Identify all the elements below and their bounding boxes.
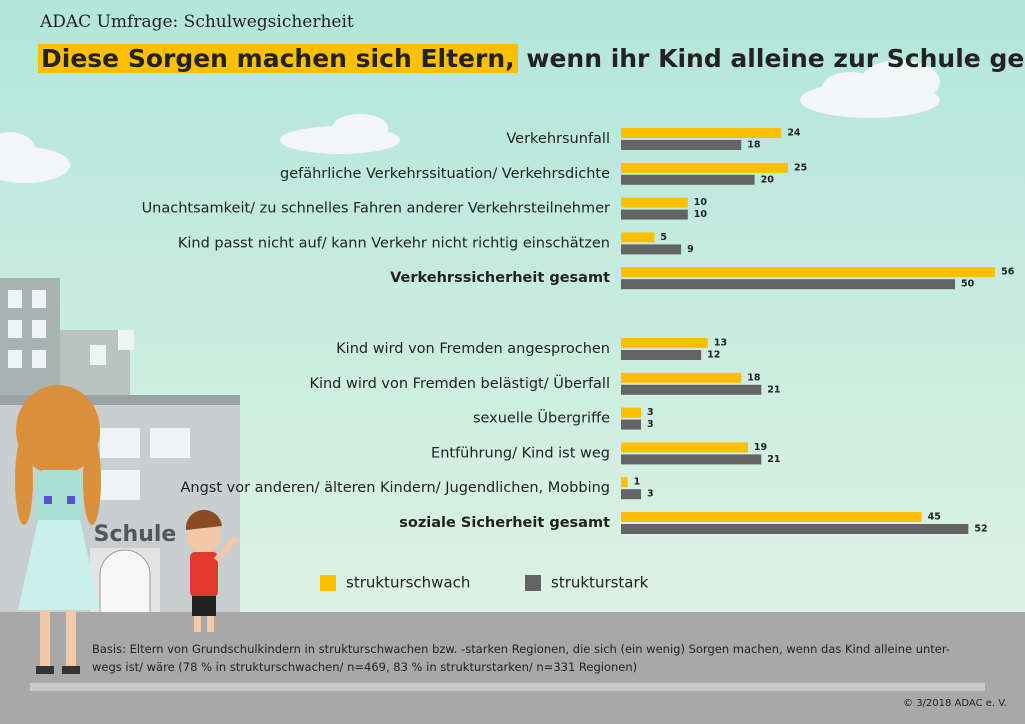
value-label: 10 [694,209,708,220]
title: Diese Sorgen machen sich Eltern, wenn ih… [38,44,1025,73]
bar [621,209,688,220]
value-label: 19 [754,442,767,453]
footnote: Basis: Eltern von Grundschulkindern in s… [92,640,950,676]
category-label: sexuelle Übergriffe [473,409,610,427]
bar [621,279,955,290]
category-label: Verkehrsunfall [506,131,610,147]
building-sign: Schule [94,522,177,547]
legend-swatch [525,575,541,591]
value-label: 9 [687,244,694,255]
bar [621,338,708,348]
bar [621,477,628,488]
bar [621,162,788,173]
footnote-line: wegs ist/ wäre (78 % in strukturschwache… [92,660,638,674]
category-label: Unachtsamkeit/ zu schnelles Fahren ander… [142,201,610,217]
legend-label: strukturstark [551,574,649,592]
value-label: 3 [647,419,654,430]
value-label: 3 [647,489,654,500]
value-label: 3 [647,407,654,418]
clouds [0,60,940,183]
bar [621,174,755,185]
legend-label: strukturschwach [346,574,470,592]
category-label: Verkehrssicherheit gesamt [390,270,610,286]
category-label: soziale Sicherheit gesamt [399,515,610,531]
bar [621,372,742,383]
supertitle: ADAC Umfrage: Schulwegsicherheit [40,12,354,32]
bar [621,384,762,395]
bar [621,128,782,138]
value-label: 56 [1001,267,1015,278]
title-rest: wenn ihr Kind alleine zur Schule geht [526,44,1025,73]
value-label: 52 [974,524,987,535]
legend-swatch [320,575,336,591]
value-label: 25 [794,162,807,173]
bar [621,140,742,150]
category-label: Kind wird von Fremden angesprochen [336,341,610,357]
title-highlight: Diese Sorgen machen sich Eltern, [38,44,518,73]
bar [621,197,688,208]
bar [621,267,996,278]
ground [0,612,1025,724]
bar [621,350,702,360]
bar [621,489,642,500]
bar [621,244,682,255]
bar [621,454,762,465]
boy [185,509,239,632]
value-label: 20 [761,174,775,185]
bar [621,407,642,418]
category-label: Angst vor anderen/ älteren Kindern/ Juge… [180,480,610,496]
value-label: 18 [747,140,761,151]
category-label: Entführung/ Kind ist weg [431,445,610,461]
footnote-line: Basis: Eltern von Grundschulkindern in s… [92,642,951,656]
bar [621,512,922,522]
bar [621,442,748,453]
value-label: 10 [694,197,708,208]
value-label: 21 [767,384,780,395]
value-label: 1 [634,477,641,488]
bar [621,232,655,243]
value-label: 24 [787,128,801,139]
value-label: 50 [961,279,975,290]
divider [30,683,985,691]
bar [621,524,969,534]
value-label: 12 [707,350,720,361]
category-label: gefährliche Verkehrssituation/ Verkehrsd… [280,166,610,182]
value-label: 18 [747,372,761,383]
category-label: Kind wird von Fremden belästigt/ Überfal… [309,374,610,392]
category-label: Kind passt nicht auf/ kann Verkehr nicht… [178,235,610,251]
value-label: 5 [660,232,667,243]
copyright: © 3/2018 ADAC e. V. [903,698,1007,709]
bar [621,419,642,430]
value-label: 21 [767,454,780,465]
girl [15,385,101,674]
value-label: 45 [928,512,941,523]
value-label: 13 [714,338,727,349]
